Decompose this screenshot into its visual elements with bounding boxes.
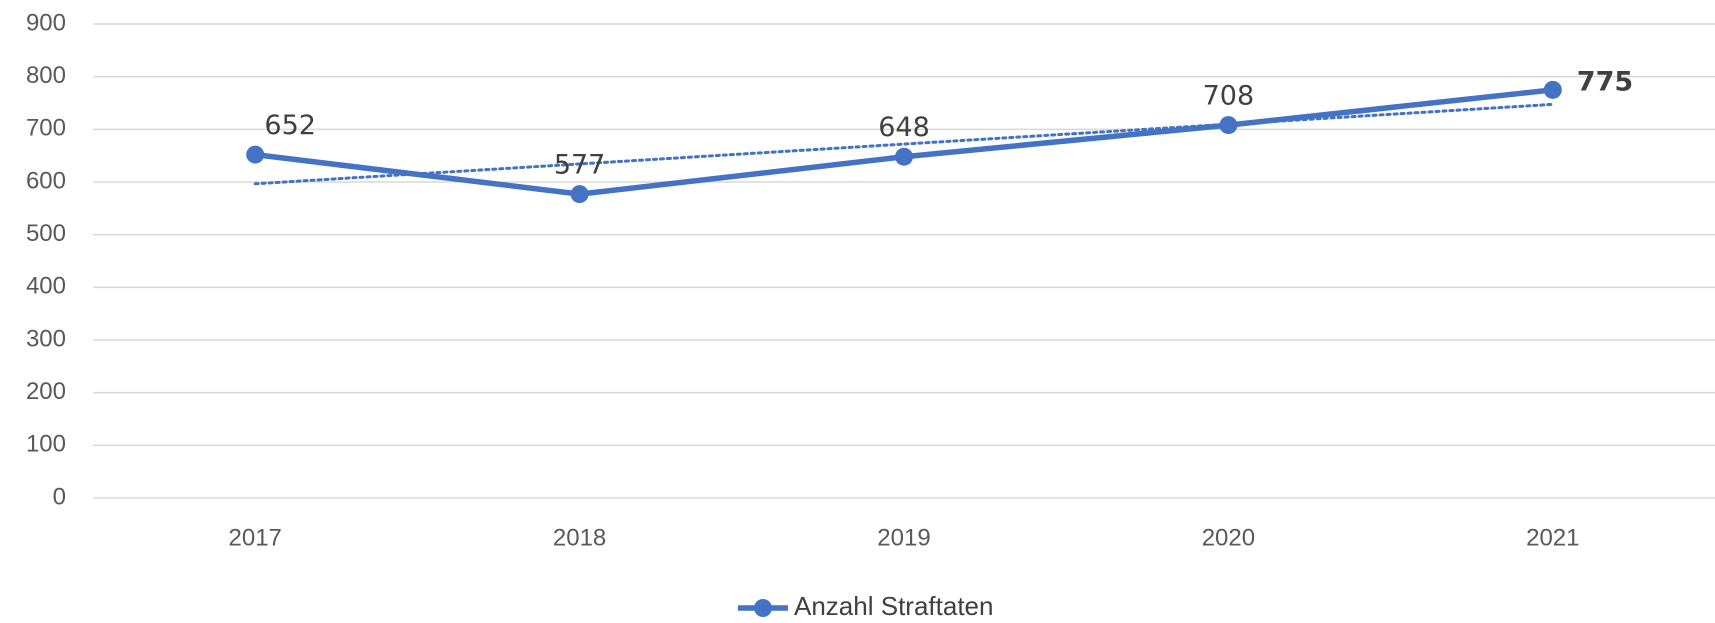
y-tick-label: 0	[53, 483, 66, 510]
data-label: 577	[554, 150, 606, 181]
data-point	[1219, 116, 1238, 135]
x-tick-label: 2021	[1526, 524, 1579, 551]
y-tick-label: 100	[26, 431, 66, 458]
data-point	[246, 145, 265, 164]
x-tick-label: 2020	[1202, 524, 1255, 551]
y-tick-label: 500	[26, 220, 66, 247]
data-point	[570, 185, 589, 204]
data-label: 708	[1203, 81, 1255, 112]
data-label: 775	[1577, 66, 1633, 97]
y-tick-label: 600	[26, 167, 66, 194]
y-tick-label: 700	[26, 115, 66, 142]
y-tick-label: 200	[26, 378, 66, 405]
y-tick-label: 300	[26, 325, 66, 352]
y-tick-label: 900	[26, 9, 66, 36]
legend-marker	[754, 599, 772, 617]
data-label: 652	[264, 110, 316, 141]
y-tick-label: 400	[26, 273, 66, 300]
x-tick-label: 2019	[877, 524, 930, 551]
data-point	[895, 147, 913, 166]
data-label: 648	[878, 112, 930, 143]
y-tick-label: 800	[26, 62, 66, 89]
x-tick-label: 2018	[553, 524, 606, 551]
trendline	[253, 102, 1555, 186]
data-point	[1543, 80, 1562, 99]
legend-label: Anzahl Straftaten	[794, 591, 993, 621]
x-tick-label: 2017	[229, 524, 282, 551]
